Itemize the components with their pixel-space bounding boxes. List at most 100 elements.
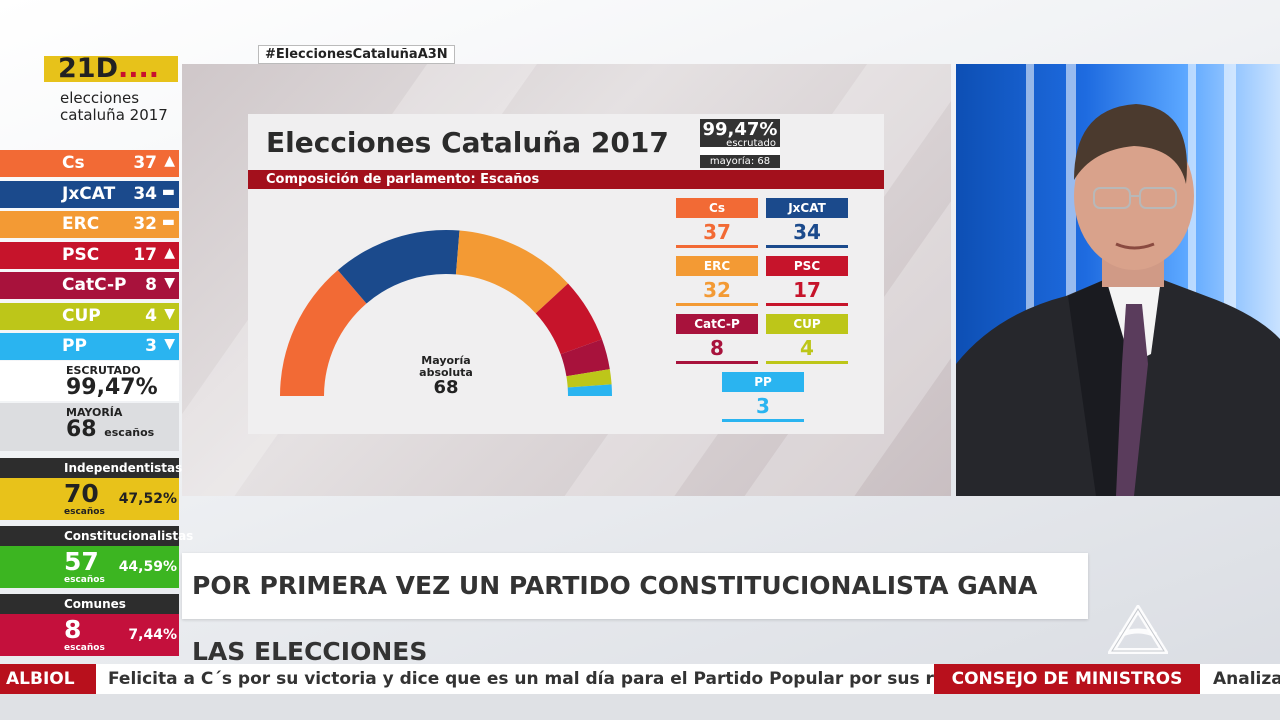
- party-tile: JxCAT 34: [766, 198, 848, 248]
- bloc-summary: 8 escaños 7,44%: [0, 614, 179, 656]
- bloc-unit: escaños: [64, 575, 105, 585]
- party-tile-name: PSC: [766, 256, 848, 276]
- sidebar-party-row: Cs 37 ▲: [0, 150, 179, 177]
- arc-segment-catc-p: [560, 339, 610, 377]
- party-tile: PSC 17: [766, 256, 848, 306]
- sidebar-party-row: PP 3 ▼: [0, 333, 179, 360]
- hashtag-label: #EleccionesCataluñaA3N: [258, 45, 455, 64]
- scrutiny-value: 99,47%: [66, 375, 158, 400]
- party-tile-seats: 37: [703, 220, 731, 244]
- party-tile-name: PP: [722, 372, 804, 392]
- trend-arrow-icon: ▬: [161, 214, 175, 230]
- party-tile-seats: 17: [793, 278, 821, 302]
- party-tile-underline: [766, 361, 848, 364]
- majority-caption: mayoría: 68: [700, 155, 780, 168]
- sidebar-party-seats: 17: [133, 244, 157, 265]
- sidebar-party-name: CUP: [62, 305, 101, 326]
- sidebar-party-seats: 4: [145, 305, 157, 326]
- party-tile-underline: [676, 303, 758, 306]
- scrutiny-pct: 99,47%: [700, 119, 780, 147]
- sidebar-party-name: CatC-P: [62, 275, 127, 295]
- bloc-summary: 70 escaños 47,52%: [0, 478, 179, 520]
- majority-value: 68: [66, 417, 97, 442]
- sidebar-party-row: PSC 17 ▲: [0, 241, 179, 269]
- sidebar-party-name: JxCAT: [62, 183, 116, 204]
- trend-arrow-icon: ▼: [164, 336, 175, 352]
- arc-segment-cup: [566, 369, 612, 388]
- logo-line-2: cataluña 2017: [60, 106, 168, 124]
- majority-center-value: 68: [433, 377, 459, 398]
- ticker-text-2: Analizar: [1213, 669, 1280, 689]
- bloc-seats: 8: [64, 615, 82, 644]
- logo-dots: ....: [118, 53, 160, 84]
- graphic-subtitle: Composición de parlamento: Escaños: [248, 170, 884, 189]
- news-ticker: ALBIOL Felicita a C´s por su victoria y …: [0, 664, 1280, 694]
- sidebar-party-row: CatC-P 8 ▼: [0, 272, 179, 299]
- sidebar-scrutiny: ESCRUTADO 99,47%: [0, 361, 179, 401]
- sidebar-party-name: Cs: [62, 153, 85, 173]
- sidebar-party-name: PP: [62, 336, 87, 356]
- arc-segment-pp: [567, 384, 612, 396]
- bloc-heading: Constitucionalistas: [0, 526, 193, 546]
- sidebar-party-seats: 32: [133, 214, 157, 234]
- party-tile: CUP 4: [766, 314, 848, 364]
- bloc-heading: Comunes: [0, 594, 179, 614]
- sidebar-party-seats: 37: [133, 153, 157, 173]
- trend-arrow-icon: ▲: [164, 244, 175, 261]
- logo-line-1: elecciones: [60, 89, 140, 107]
- sidebar-party-seats: 34: [133, 183, 157, 204]
- trend-arrow-icon: ▼: [164, 275, 175, 291]
- party-tile-underline: [676, 245, 758, 248]
- party-tile-underline: [766, 303, 848, 306]
- majority-label: MAYORÍA: [66, 406, 123, 419]
- trend-arrow-icon: ▬: [161, 183, 175, 200]
- bloc-heading: Independentistas: [0, 458, 182, 478]
- party-tile-seats: 4: [800, 336, 814, 360]
- sidebar-party-row: ERC 32 ▬: [0, 211, 179, 238]
- majority-center-line-1: Mayoría: [421, 354, 471, 367]
- bottom-strip: [0, 694, 1280, 720]
- party-tile-name: CatC-P: [676, 314, 758, 334]
- sidebar-party-name: PSC: [62, 244, 100, 265]
- sidebar-party-name: ERC: [62, 214, 100, 234]
- party-tile-seats: 8: [710, 336, 724, 360]
- majority-center-label: Mayoría absoluta 68: [416, 355, 476, 397]
- ticker-text-1: Felicita a C´s por su victoria y dice qu…: [108, 669, 1028, 689]
- scrutiny-box: 99,47% escrutado mayoría: 68: [700, 119, 780, 168]
- presenter-figure: [956, 104, 1280, 496]
- party-tile-underline: [722, 419, 804, 422]
- scrutiny-caption: escrutado: [726, 138, 776, 149]
- seat-arc-chart: [280, 230, 612, 396]
- sidebar-party-seats: 3: [145, 336, 157, 356]
- sidebar-party-seats: 8: [145, 275, 157, 295]
- news-headline: POR PRIMERA VEZ UN PARTIDO CONSTITUCIONA…: [182, 553, 1088, 666]
- bloc-seats: 70: [64, 479, 99, 508]
- party-tile: ERC 32: [676, 256, 758, 306]
- party-tile-name: CUP: [766, 314, 848, 334]
- ticker-label-2: CONSEJO DE MINISTROS: [934, 664, 1200, 694]
- trend-arrow-icon: ▲: [164, 153, 175, 169]
- bloc-summary: 57 escaños 44,59%: [0, 546, 179, 588]
- party-tile: Cs 37: [676, 198, 758, 248]
- scrutiny-label: ESCRUTADO: [66, 364, 141, 377]
- ticker-label-1: ALBIOL: [0, 664, 96, 694]
- party-tile-name: JxCAT: [766, 198, 848, 218]
- party-tile-name: Cs: [676, 198, 758, 218]
- arc-segment-cs: [280, 270, 367, 396]
- logo-date: 21D: [58, 53, 118, 84]
- party-tile-seats: 3: [756, 394, 770, 418]
- party-tile-underline: [676, 361, 758, 364]
- results-card: Elecciones Cataluña 2017 99,47% escrutad…: [248, 114, 884, 434]
- election-logo: 21D.... elecciones cataluña 2017: [44, 53, 180, 126]
- bloc-seats: 57: [64, 547, 99, 576]
- trend-arrow-icon: ▼: [164, 305, 175, 322]
- arc-segment-psc: [535, 283, 602, 355]
- bloc-pct: 44,59%: [118, 559, 177, 575]
- graphic-title: Elecciones Cataluña 2017: [266, 126, 669, 159]
- party-tile-seats: 32: [703, 278, 731, 302]
- arc-segment-jxcat: [337, 230, 460, 304]
- arc-segment-erc: [455, 230, 569, 314]
- majority-center-line-2: absoluta: [419, 366, 473, 379]
- sidebar-party-row: CUP 4 ▼: [0, 302, 179, 330]
- sidebar-party-row: JxCAT 34 ▬: [0, 180, 179, 208]
